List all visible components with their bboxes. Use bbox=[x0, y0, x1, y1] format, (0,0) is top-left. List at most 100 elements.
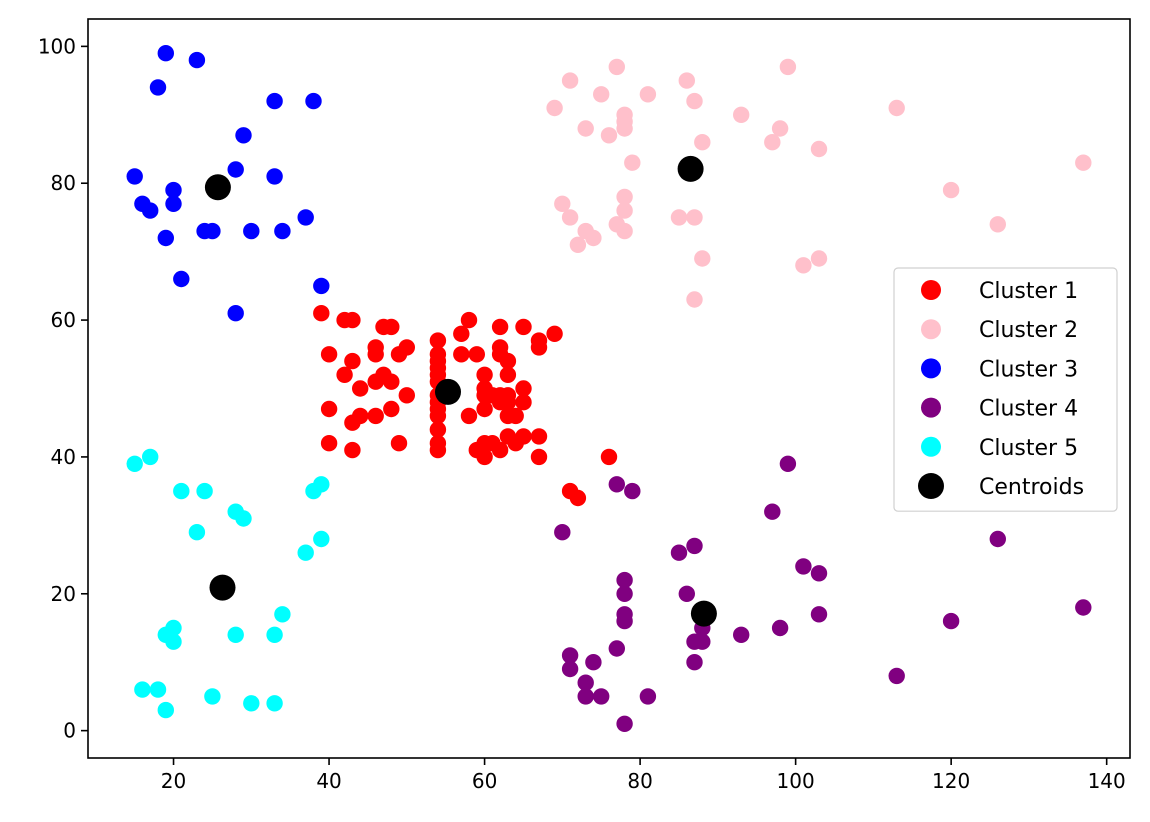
plot-area-frame bbox=[87, 18, 1131, 759]
data-point bbox=[686, 291, 703, 308]
data-point bbox=[266, 695, 283, 712]
data-point bbox=[795, 558, 812, 575]
data-point bbox=[600, 448, 618, 466]
y-tick-label: 80 bbox=[51, 171, 76, 195]
data-point bbox=[499, 394, 517, 411]
y-tick-label: 100 bbox=[38, 34, 76, 58]
series-5 bbox=[126, 448, 330, 719]
data-point bbox=[546, 325, 563, 342]
data-point bbox=[383, 400, 400, 418]
data-point bbox=[344, 352, 361, 370]
data-point bbox=[1075, 599, 1092, 616]
data-point bbox=[771, 619, 789, 637]
data-point bbox=[297, 544, 314, 561]
data-point bbox=[499, 352, 517, 370]
data-point bbox=[546, 99, 563, 117]
axes-layer: 20 40 60 80 100 120 140 0 20 40 60 80 100 bbox=[38, 34, 1126, 793]
data-point bbox=[266, 626, 283, 643]
data-point bbox=[694, 633, 711, 650]
data-point bbox=[383, 318, 400, 336]
data-point bbox=[476, 400, 493, 418]
data-point bbox=[694, 250, 711, 267]
legend-marker bbox=[921, 397, 941, 418]
y-tick-label: 40 bbox=[51, 445, 76, 469]
data-point bbox=[569, 489, 587, 507]
data-point bbox=[600, 127, 618, 144]
y-tick-label: 60 bbox=[51, 308, 76, 332]
data-point bbox=[530, 339, 548, 356]
data-point bbox=[336, 366, 353, 383]
data-point bbox=[165, 619, 182, 637]
data-point bbox=[398, 339, 415, 356]
data-point bbox=[888, 667, 905, 685]
data-point bbox=[639, 86, 657, 103]
data-point bbox=[243, 222, 260, 240]
y-tick-label: 0 bbox=[63, 719, 76, 743]
x-tick-label: 140 bbox=[1088, 769, 1126, 793]
legend-marker bbox=[921, 280, 941, 300]
data-point bbox=[515, 428, 532, 445]
data-point bbox=[367, 346, 384, 363]
data-point bbox=[686, 654, 703, 671]
series-3 bbox=[126, 45, 330, 322]
data-point bbox=[888, 99, 905, 117]
data-point bbox=[608, 58, 625, 76]
legend-label: Cluster 2 bbox=[979, 318, 1078, 343]
data-point bbox=[149, 79, 167, 96]
data-point bbox=[771, 120, 789, 137]
data-point bbox=[577, 688, 594, 705]
data-point bbox=[204, 222, 221, 240]
data-point bbox=[764, 134, 781, 151]
data-point bbox=[616, 612, 633, 630]
data-point bbox=[507, 407, 524, 425]
data-points-layer bbox=[126, 45, 1092, 732]
data-point bbox=[530, 448, 548, 466]
data-point bbox=[344, 441, 361, 459]
data-point bbox=[429, 421, 447, 438]
series-6 bbox=[204, 155, 717, 627]
data-point bbox=[453, 325, 470, 342]
data-point bbox=[554, 524, 571, 541]
data-point bbox=[608, 476, 625, 493]
data-point bbox=[810, 250, 828, 267]
data-point bbox=[274, 606, 291, 623]
data-point bbox=[157, 229, 174, 247]
data-point bbox=[616, 222, 633, 240]
y-tick-label: 20 bbox=[51, 582, 76, 606]
data-point bbox=[779, 455, 797, 472]
data-point bbox=[561, 660, 579, 678]
data-point bbox=[810, 606, 828, 623]
data-point bbox=[639, 688, 657, 705]
data-point bbox=[429, 332, 447, 349]
data-point bbox=[585, 229, 602, 247]
data-point bbox=[313, 476, 330, 493]
data-point bbox=[320, 435, 338, 452]
data-point bbox=[165, 195, 182, 212]
data-point bbox=[577, 674, 594, 691]
data-point bbox=[313, 277, 330, 295]
data-point bbox=[398, 387, 415, 404]
x-tick-label: 20 bbox=[161, 769, 186, 793]
data-point bbox=[779, 58, 797, 76]
data-point bbox=[733, 626, 750, 643]
data-point bbox=[157, 701, 174, 719]
data-point bbox=[320, 346, 338, 363]
legend-marker bbox=[921, 436, 941, 457]
data-point bbox=[942, 181, 960, 199]
data-point bbox=[593, 86, 610, 103]
data-point bbox=[499, 366, 517, 383]
data-point bbox=[429, 407, 447, 425]
data-point bbox=[810, 565, 828, 582]
data-point bbox=[453, 346, 470, 363]
data-point bbox=[577, 120, 594, 137]
data-point bbox=[297, 209, 314, 226]
data-point bbox=[352, 407, 369, 425]
data-point bbox=[764, 503, 781, 520]
data-point bbox=[561, 72, 579, 89]
data-point bbox=[235, 127, 252, 144]
data-point bbox=[810, 140, 828, 158]
data-point bbox=[165, 633, 182, 650]
centroid-point bbox=[209, 574, 236, 601]
data-point bbox=[188, 51, 206, 69]
